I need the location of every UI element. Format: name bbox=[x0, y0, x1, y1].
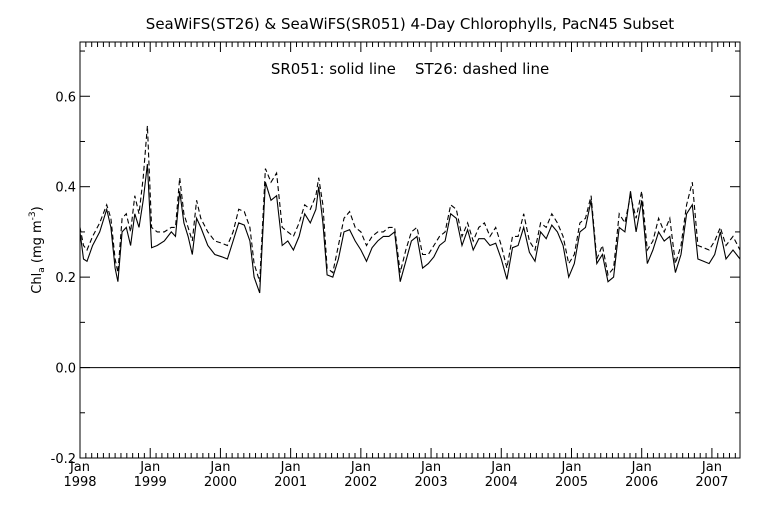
y-tick-label: 0.4 bbox=[55, 181, 76, 196]
y-axis-label: Chla (mg m-3) bbox=[28, 206, 47, 293]
data-point-st26-111 bbox=[675, 263, 676, 264]
y-tick-label: -0.2 bbox=[51, 452, 76, 467]
y-label-exponent: -3 bbox=[28, 211, 38, 220]
data-point-st26-65 bbox=[416, 227, 417, 228]
data-point-st26-61 bbox=[394, 227, 395, 228]
data-point-st26-105 bbox=[641, 191, 642, 192]
x-tick-month-label: Jan bbox=[350, 460, 371, 475]
x-tick-month-label: Jan bbox=[420, 460, 441, 475]
x-tick-year-label: 2002 bbox=[344, 475, 377, 490]
x-tick-month-label: Jan bbox=[139, 460, 160, 475]
y-label-subscript: a bbox=[37, 267, 47, 273]
data-point-st26-72 bbox=[456, 209, 457, 210]
series-line-st26 bbox=[79, 125, 741, 282]
x-tick-month-label: Jan bbox=[209, 460, 230, 475]
data-point-st26-64 bbox=[411, 231, 412, 232]
x-tick-year-label: 2007 bbox=[695, 475, 728, 490]
x-tick-month-label: Jan bbox=[69, 460, 90, 475]
data-point-st26-98 bbox=[602, 245, 603, 246]
x-axis: Jan1998Jan1999Jan2000Jan2001Jan2002Jan20… bbox=[63, 42, 736, 490]
data-point-st26-67 bbox=[428, 254, 429, 255]
x-tick-year-label: 1999 bbox=[134, 475, 167, 490]
data-point-st26-3 bbox=[92, 236, 93, 237]
x-tick-year-label: 1998 bbox=[63, 475, 96, 490]
y-tick-label: 0.0 bbox=[55, 362, 76, 377]
data-point-st26-85 bbox=[529, 240, 530, 241]
data-point-st26-116 bbox=[703, 247, 704, 248]
data-point-st26-102 bbox=[624, 222, 625, 223]
x-tick-year-label: 2000 bbox=[204, 475, 237, 490]
x-tick-year-label: 2003 bbox=[415, 475, 448, 490]
data-point-st26-4 bbox=[99, 222, 100, 223]
x-tick-month-label: Jan bbox=[701, 460, 722, 475]
x-tick-month-label: Jan bbox=[560, 460, 581, 475]
chart-title: SeaWiFS(ST26) & SeaWiFS(SR051) 4-Day Chl… bbox=[146, 15, 675, 33]
x-tick-month-label: Jan bbox=[631, 460, 652, 475]
x-tick-month-label: Jan bbox=[280, 460, 301, 475]
data-point-st26-119 bbox=[720, 227, 721, 228]
x-tick-month-label: Jan bbox=[490, 460, 511, 475]
y-label-units: (mg m bbox=[30, 220, 45, 267]
plot-frame bbox=[79, 41, 741, 459]
y-label-main: Chl bbox=[30, 273, 45, 294]
y-tick-label: 0.2 bbox=[55, 271, 76, 286]
series-line-sr051 bbox=[79, 164, 741, 294]
series-layer bbox=[79, 125, 741, 294]
x-tick-year-label: 2006 bbox=[625, 475, 658, 490]
y-axis: -0.2 0.0 0.2 0.4 0.6 bbox=[51, 50, 740, 467]
data-point-st26-28 bbox=[214, 240, 215, 241]
chart-annotation: SR051: solid line ST26: dashed line bbox=[271, 60, 549, 78]
data-point-st26-118 bbox=[714, 240, 715, 241]
x-tick-year-label: 2005 bbox=[555, 475, 588, 490]
data-point-st26-46 bbox=[315, 195, 316, 196]
data-point-st26-80 bbox=[501, 245, 502, 246]
data-point-st26-51 bbox=[338, 245, 339, 246]
data-point-st26-11 bbox=[130, 231, 131, 232]
data-point-st26-43 bbox=[299, 222, 300, 223]
y-tick-label: 0.6 bbox=[55, 90, 76, 105]
x-tick-year-label: 2001 bbox=[274, 475, 307, 490]
x-tick-year-label: 2004 bbox=[485, 475, 518, 490]
y-label-close: ) bbox=[30, 206, 45, 211]
data-point-st26-29 bbox=[221, 243, 222, 244]
